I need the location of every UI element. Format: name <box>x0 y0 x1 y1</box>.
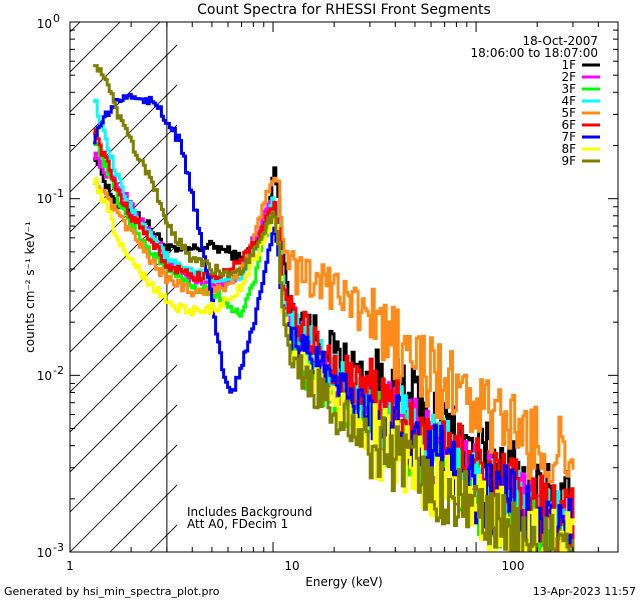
hatch-line <box>70 164 177 273</box>
time-range-label: 18:06:00 to 18:07:00 <box>471 46 598 60</box>
y-tick-label-0.01: 10 -2 <box>37 364 64 383</box>
x-tick-label-10: 10 <box>284 559 299 573</box>
shaded-region <box>0 0 177 552</box>
y-tick-base: 10 <box>37 546 52 560</box>
y-axis-label: counts cm⁻² s⁻¹ keV⁻¹ <box>23 221 37 353</box>
footer-generated-by: Generated by hsi_min_spectra_plot.pro <box>4 585 220 598</box>
legend-label-6F: 6F <box>561 118 576 132</box>
legend-label-7F: 7F <box>561 130 576 144</box>
series-layer <box>93 64 575 552</box>
legend-label-5F: 5F <box>561 106 576 120</box>
legend-label-4F: 4F <box>561 94 576 108</box>
series-9F <box>93 64 575 552</box>
hatch-line <box>70 44 177 153</box>
annotation-background: Includes Background <box>187 505 312 519</box>
hatch-line <box>70 444 177 552</box>
legend-label-8F: 8F <box>561 142 576 156</box>
y-tick-label-0.001: 10 -3 <box>37 541 64 560</box>
hatch-line <box>70 22 121 73</box>
hatch-line <box>70 22 161 113</box>
y-tick-base: 10 <box>37 192 52 206</box>
y-tick-exponent: -1 <box>53 187 64 200</box>
series-5F <box>93 176 575 484</box>
annotation-attenuator: Att A0, FDecim 1 <box>187 517 288 531</box>
legend-label-2F: 2F <box>561 70 576 84</box>
chart-title: Count Spectra for RHESSI Front Segments <box>197 2 491 18</box>
hatch-line <box>70 204 177 313</box>
y-tick-label-1: 10 0 <box>37 12 60 31</box>
y-axis-ticks <box>70 21 618 553</box>
x-tick-label-1: 1 <box>66 559 74 573</box>
hatch-line <box>0 0 110 552</box>
date-label: 18-Oct-2007 <box>522 34 598 48</box>
legend-label-3F: 3F <box>561 82 576 96</box>
y-tick-exponent: -3 <box>53 541 64 554</box>
y-tick-base: 10 <box>37 17 52 31</box>
legend-label-9F: 9F <box>561 154 576 168</box>
y-tick-base: 10 <box>37 369 52 383</box>
hatch-line <box>70 244 177 353</box>
y-tick-exponent: 0 <box>53 12 60 25</box>
y-tick-label-0.1: 10 -1 <box>37 187 64 206</box>
y-tick-exponent: -2 <box>53 364 64 377</box>
footer-timestamp: 13-Apr-2023 11:57 <box>533 585 636 598</box>
hatch-line <box>70 404 177 513</box>
legend-label-1F: 1F <box>561 58 576 72</box>
x-axis-ticks <box>69 22 619 552</box>
plot-frame <box>69 21 619 553</box>
hatch-line <box>70 364 177 473</box>
x-axis-label: Energy (keV) <box>305 575 382 589</box>
x-tick-label-100: 100 <box>502 559 525 573</box>
